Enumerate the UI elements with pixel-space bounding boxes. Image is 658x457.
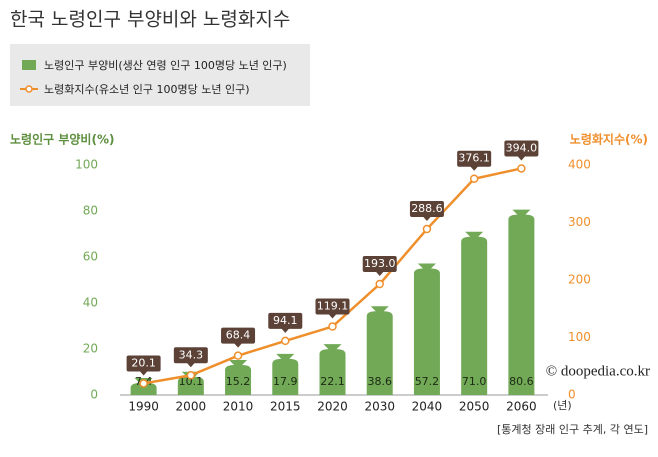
bar <box>319 344 346 395</box>
legend-label: 노령화지수(유소년 인구 100명당 노년 인구) <box>44 83 249 96</box>
label-pointer <box>422 216 431 222</box>
y-tick-label: 0 <box>90 388 98 402</box>
line-marker <box>517 164 526 173</box>
line-value-label: 94.1 <box>273 314 298 327</box>
legend-marker <box>25 85 33 93</box>
line-value-label: 34.3 <box>179 348 204 361</box>
x-tick-label: 2040 <box>412 400 443 414</box>
x-tick-label: 2050 <box>459 400 490 414</box>
bar-value-label: 80.6 <box>509 375 534 388</box>
label-box <box>315 298 350 315</box>
y2-tick-label: 100 <box>568 330 591 344</box>
line-value-label: 119.1 <box>317 300 349 313</box>
label-pointer <box>186 362 195 368</box>
source: [통계청 장래 인구 추계, 각 연도] <box>497 423 648 436</box>
label-box <box>457 150 492 167</box>
line-marker <box>328 322 337 331</box>
line-marker <box>233 351 243 360</box>
label-pointer <box>234 343 243 348</box>
bar-value-label: 17.9 <box>273 375 298 388</box>
label-box <box>268 312 303 329</box>
y2-axis-label: 노령화지수(%) <box>570 132 648 147</box>
label-box <box>173 347 208 364</box>
bar-value-label: 38.6 <box>367 375 392 388</box>
x-tick-label: 2000 <box>176 400 207 414</box>
y-tick-label: 40 <box>83 296 98 310</box>
y-tick-label: 20 <box>83 342 98 356</box>
x-tick-label: 2015 <box>270 400 301 414</box>
legend-box <box>10 44 310 106</box>
bar <box>272 353 299 395</box>
line-value-label: 20.1 <box>131 356 156 369</box>
line-value-label: 376.1 <box>458 152 490 165</box>
bar-value-label: 22.1 <box>320 375 345 388</box>
line-value-label: 288.6 <box>411 202 443 215</box>
y2-tick-label: 0 <box>568 388 576 402</box>
label-pointer <box>470 166 479 171</box>
label-box <box>409 201 444 218</box>
line-value-label: 394.0 <box>506 141 538 154</box>
y-tick-label: 60 <box>83 250 98 264</box>
line-marker <box>422 224 432 234</box>
label-pointer <box>517 155 526 161</box>
line-marker <box>139 379 148 388</box>
bar <box>508 209 535 395</box>
label-box <box>126 355 161 372</box>
legend-label: 노령인구 부양비(생산 연령 인구 100명당 노년 인구) <box>44 59 287 72</box>
label-pointer <box>281 328 290 333</box>
x-axis-label: (년) <box>553 399 572 412</box>
y2-tick-label: 300 <box>568 215 591 229</box>
x-tick-label: 1990 <box>128 400 159 414</box>
label-box <box>221 327 256 344</box>
x-tick-label: 2030 <box>364 400 395 414</box>
bar-value-label: 15.2 <box>226 375 251 388</box>
line-value-label: 193.0 <box>364 257 396 270</box>
bar-value-label: 10.1 <box>179 375 204 388</box>
legend-swatch <box>22 60 36 70</box>
bar <box>413 263 440 395</box>
label-pointer <box>375 271 384 277</box>
x-tick-label: 2020 <box>317 400 348 414</box>
y2-tick-label: 400 <box>568 158 591 172</box>
label-pointer <box>328 314 337 319</box>
y-tick-label: 100 <box>75 158 98 172</box>
watermark: © doopedia.co.kr <box>546 363 650 379</box>
chart-title: 한국 노령인구 부양비와 노령화지수 <box>10 9 290 31</box>
bar <box>366 306 393 395</box>
label-pointer <box>139 370 148 376</box>
x-tick-label: 2060 <box>506 400 537 414</box>
line-marker <box>375 279 384 289</box>
bar <box>461 231 488 395</box>
bar-value-label: 71.0 <box>462 375 487 388</box>
bar <box>225 360 252 395</box>
line-marker <box>469 174 479 183</box>
line-marker <box>281 336 290 346</box>
line-value-label: 68.4 <box>226 329 251 342</box>
y-axis-label: 노령인구 부양비(%) <box>10 132 114 147</box>
label-box <box>362 256 397 273</box>
x-tick-label: 2010 <box>223 400 254 414</box>
label-box <box>504 140 539 157</box>
y2-tick-label: 200 <box>568 273 591 287</box>
y-tick-label: 80 <box>83 204 98 218</box>
line-marker <box>186 371 196 380</box>
bar-value-label: 57.2 <box>415 375 440 388</box>
